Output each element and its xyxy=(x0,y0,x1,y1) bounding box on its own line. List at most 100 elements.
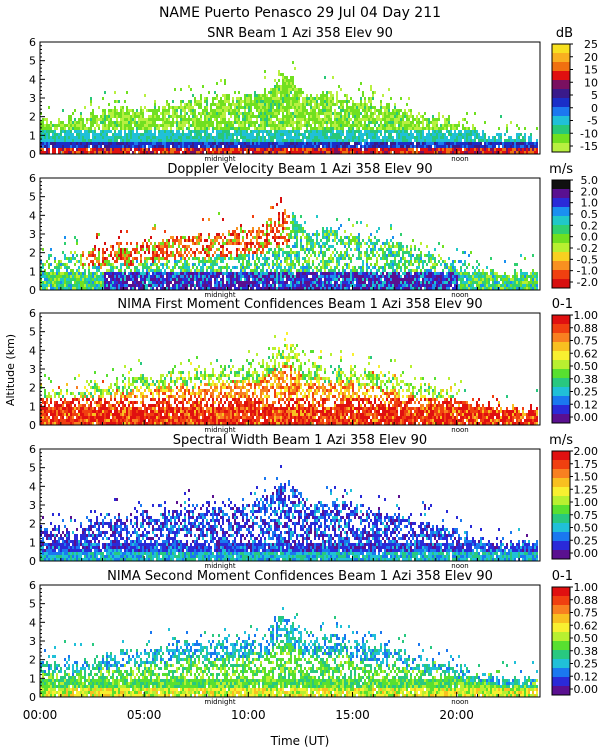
heatmap-cell xyxy=(234,121,236,124)
heatmap-cell xyxy=(120,266,122,269)
heatmap-cell xyxy=(264,76,266,79)
heatmap-cell xyxy=(268,91,270,94)
heatmap-cell xyxy=(488,139,490,142)
heatmap-cell xyxy=(224,257,226,260)
heatmap-cell xyxy=(474,127,476,130)
heatmap-cell xyxy=(140,272,142,275)
heatmap-cell xyxy=(126,257,128,260)
heatmap-cell xyxy=(238,103,240,106)
y-tick-label: 1 xyxy=(29,129,36,142)
heatmap-cell xyxy=(84,263,86,266)
heatmap-cell xyxy=(266,233,268,236)
heatmap-cell xyxy=(154,284,156,287)
heatmap-cell xyxy=(234,142,236,145)
heatmap-cell xyxy=(380,103,382,106)
heatmap-cell xyxy=(220,151,222,154)
heatmap-cell xyxy=(278,85,280,88)
heatmap-cell xyxy=(368,148,370,151)
heatmap-cell xyxy=(138,272,140,275)
heatmap-cell xyxy=(234,127,236,130)
heatmap-cell xyxy=(114,112,116,115)
heatmap-cell xyxy=(510,148,512,151)
heatmap-cell xyxy=(436,148,438,151)
heatmap-cell xyxy=(260,251,262,254)
heatmap-cell xyxy=(198,251,200,254)
heatmap-cell xyxy=(334,142,336,145)
heatmap-cell xyxy=(372,136,374,139)
heatmap-cell xyxy=(148,269,150,272)
heatmap-cell xyxy=(268,278,270,281)
heatmap-cell xyxy=(196,130,198,133)
heatmap-cell xyxy=(216,260,218,263)
heatmap-cell xyxy=(62,287,64,290)
heatmap-cell xyxy=(386,118,388,121)
heatmap-cell xyxy=(232,239,234,242)
heatmap-cell xyxy=(430,127,432,130)
heatmap-cell xyxy=(268,115,270,118)
heatmap-cell xyxy=(294,151,296,154)
heatmap-cell xyxy=(68,266,70,269)
heatmap-cell xyxy=(388,130,390,133)
heatmap-cell xyxy=(326,118,328,121)
heatmap-cell xyxy=(128,133,130,136)
heatmap-cell xyxy=(194,148,196,151)
heatmap-cell xyxy=(292,118,294,121)
heatmap-cell xyxy=(112,124,114,127)
heatmap-cell xyxy=(276,148,278,151)
heatmap-cell xyxy=(480,136,482,139)
heatmap-cell xyxy=(340,133,342,136)
heatmap-cell xyxy=(240,142,242,145)
heatmap-cell xyxy=(368,145,370,148)
heatmap-cell xyxy=(316,112,318,115)
heatmap-cell xyxy=(366,115,368,118)
heatmap-cell xyxy=(116,109,118,112)
heatmap-cell xyxy=(426,136,428,139)
heatmap-cell xyxy=(64,236,66,239)
heatmap-cell xyxy=(324,136,326,139)
heatmap-cell xyxy=(308,121,310,124)
heatmap-cell xyxy=(298,115,300,118)
heatmap-cell xyxy=(86,121,88,124)
heatmap-cell xyxy=(142,151,144,154)
heatmap-cell xyxy=(220,284,222,287)
heatmap-cell xyxy=(126,266,128,269)
colorbar-segment xyxy=(552,44,570,54)
heatmap-cell xyxy=(450,139,452,142)
heatmap-cell xyxy=(376,142,378,145)
heatmap-cell xyxy=(498,151,500,154)
heatmap-cell xyxy=(422,130,424,133)
heatmap-cell xyxy=(140,151,142,154)
heatmap-cell xyxy=(64,281,66,284)
heatmap-cell xyxy=(96,272,98,275)
heatmap-cell xyxy=(236,127,238,130)
heatmap-cell xyxy=(46,145,48,148)
heatmap-cell xyxy=(162,257,164,260)
heatmap-cell xyxy=(428,145,430,148)
heatmap-cell xyxy=(194,124,196,127)
heatmap-cell xyxy=(204,109,206,112)
heatmap-cell xyxy=(326,142,328,145)
heatmap-cell xyxy=(98,142,100,145)
heatmap-cell xyxy=(396,136,398,139)
heatmap-cell xyxy=(262,287,264,290)
heatmap-cell xyxy=(102,257,104,260)
heatmap-cell xyxy=(172,121,174,124)
heatmap-cell xyxy=(252,130,254,133)
heatmap-cell xyxy=(60,266,62,269)
heatmap-cell xyxy=(48,148,50,151)
heatmap-cell xyxy=(330,124,332,127)
heatmap-cell xyxy=(274,79,276,82)
heatmap-cell xyxy=(400,115,402,118)
heatmap-cell xyxy=(250,287,252,290)
heatmap-cell xyxy=(280,130,282,133)
heatmap-cell xyxy=(362,133,364,136)
heatmap-cell xyxy=(334,136,336,139)
heatmap-cell xyxy=(530,136,532,139)
heatmap-cell xyxy=(268,124,270,127)
heatmap-cell xyxy=(114,260,116,263)
heatmap-cell xyxy=(294,139,296,142)
heatmap-cell xyxy=(384,133,386,136)
heatmap-cell xyxy=(154,275,156,278)
heatmap-cell xyxy=(120,118,122,121)
heatmap-cell xyxy=(178,139,180,142)
